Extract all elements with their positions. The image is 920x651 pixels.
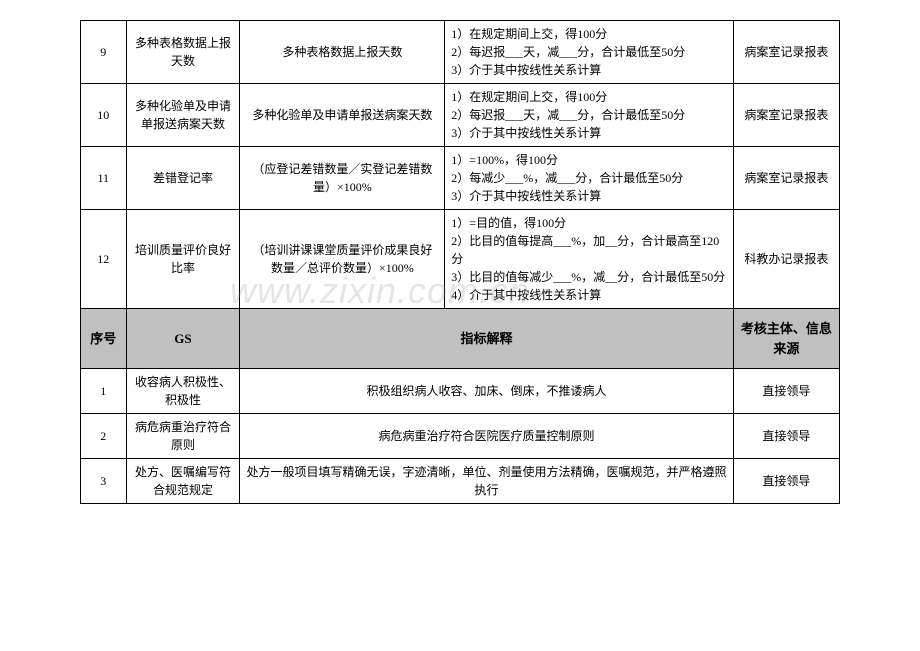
row-num: 10 (81, 84, 127, 147)
row-name: 培训质量评价良好比率 (126, 210, 240, 309)
row-num: 9 (81, 21, 127, 84)
row-desc: 1）在规定期间上交，得100分2）每迟报___天，减___分，合计最低至50分3… (445, 21, 733, 84)
header-num: 序号 (81, 309, 127, 369)
row-desc: 1）在规定期间上交，得100分2）每迟报___天，减___分，合计最低至50分3… (445, 84, 733, 147)
row-source: 科教办记录报表 (733, 210, 839, 309)
row-source: 直接领导 (733, 414, 839, 459)
row-source: 病案室记录报表 (733, 84, 839, 147)
row-source: 病案室记录报表 (733, 21, 839, 84)
table-row: 3处方、医嘱编写符合规范规定处方一般项目填写精确无误，字迹清晰，单位、剂量使用方… (81, 459, 840, 504)
table-row: 12培训质量评价良好比率（培训讲课课堂质量评价成果良好数量／总评价数量）×100… (81, 210, 840, 309)
row-name: 收容病人积极性、积极性 (126, 369, 240, 414)
row-name: 处方、医嘱编写符合规范规定 (126, 459, 240, 504)
row-source: 直接领导 (733, 459, 839, 504)
row-num: 12 (81, 210, 127, 309)
row-desc: 病危病重治疗符合医院医疗质量控制原则 (240, 414, 733, 459)
table-row: 1收容病人积极性、积极性积极组织病人收容、加床、倒床，不推诿病人直接领导 (81, 369, 840, 414)
row-num: 3 (81, 459, 127, 504)
row-num: 11 (81, 147, 127, 210)
row-num: 1 (81, 369, 127, 414)
section-header-row: 序号 GS 指标解释 考核主体、信息来源 (81, 309, 840, 369)
evaluation-table: 9多种表格数据上报天数多种表格数据上报天数1）在规定期间上交，得100分2）每迟… (80, 20, 840, 504)
row-desc: 积极组织病人收容、加床、倒床，不推诿病人 (240, 369, 733, 414)
row-desc: 1）=100%，得100分2）每减少___%，减___分，合计最低至50分3）介… (445, 147, 733, 210)
table-row: 10多种化验单及申请单报送病案天数多种化验单及申请单报送病案天数1）在规定期间上… (81, 84, 840, 147)
row-desc: 处方一般项目填写精确无误，字迹清晰，单位、剂量使用方法精确，医嘱规范，并严格遵照… (240, 459, 733, 504)
row-name: 差错登记率 (126, 147, 240, 210)
row-formula: （培训讲课课堂质量评价成果良好数量／总评价数量）×100% (240, 210, 445, 309)
row-name: 多种化验单及申请单报送病案天数 (126, 84, 240, 147)
row-name: 多种表格数据上报天数 (126, 21, 240, 84)
row-name: 病危病重治疗符合原则 (126, 414, 240, 459)
header-source: 考核主体、信息来源 (733, 309, 839, 369)
table-row: 2病危病重治疗符合原则病危病重治疗符合医院医疗质量控制原则直接领导 (81, 414, 840, 459)
table-row: 11差错登记率（应登记差错数量／实登记差错数量）×100%1）=100%，得10… (81, 147, 840, 210)
row-formula: 多种表格数据上报天数 (240, 21, 445, 84)
row-formula: 多种化验单及申请单报送病案天数 (240, 84, 445, 147)
row-num: 2 (81, 414, 127, 459)
table-row: 9多种表格数据上报天数多种表格数据上报天数1）在规定期间上交，得100分2）每迟… (81, 21, 840, 84)
header-desc: 指标解释 (240, 309, 733, 369)
header-gs: GS (126, 309, 240, 369)
row-source: 病案室记录报表 (733, 147, 839, 210)
row-desc: 1）=目的值，得100分2）比目的值每提高___%，加__分，合计最高至120分… (445, 210, 733, 309)
row-source: 直接领导 (733, 369, 839, 414)
row-formula: （应登记差错数量／实登记差错数量）×100% (240, 147, 445, 210)
